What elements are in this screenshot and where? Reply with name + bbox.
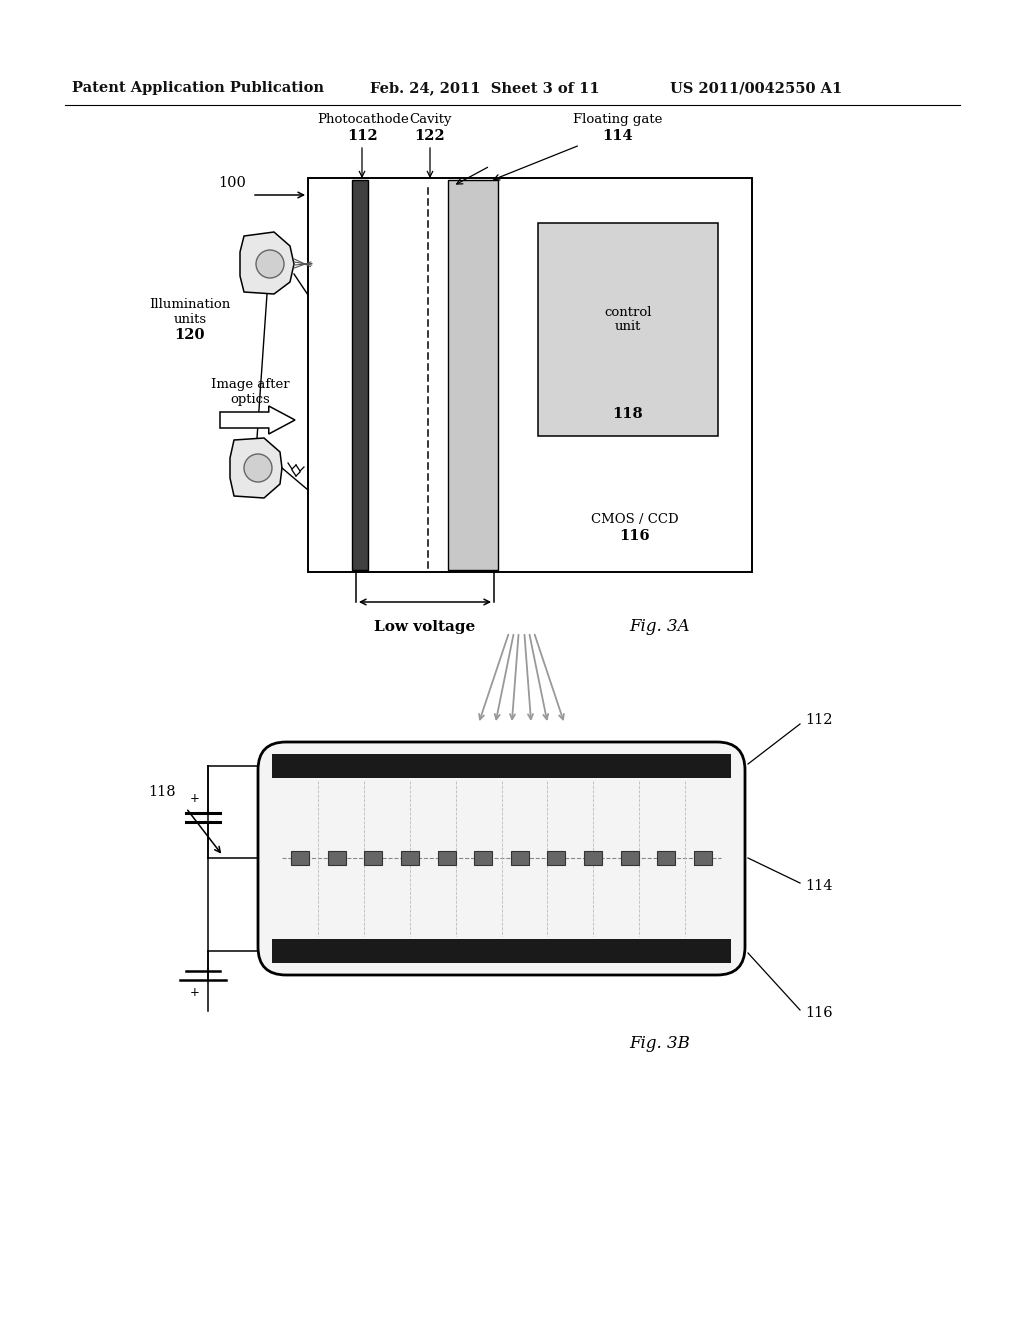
Text: Patent Application Publication: Patent Application Publication [72, 81, 324, 95]
Text: Image after
optics: Image after optics [211, 378, 290, 407]
Text: control
unit: control unit [604, 305, 651, 334]
Bar [291, 851, 309, 865]
Text: +: + [190, 986, 200, 999]
Text: 114: 114 [805, 879, 833, 894]
Text: 122: 122 [415, 129, 445, 143]
Text: CMOS / CCD: CMOS / CCD [591, 513, 679, 527]
Circle shape [244, 454, 272, 482]
Bar [657, 851, 675, 865]
FancyBboxPatch shape [258, 742, 745, 975]
Text: 112: 112 [805, 713, 833, 727]
Bar [511, 851, 528, 865]
Text: 100: 100 [218, 176, 246, 190]
Bar [621, 851, 639, 865]
Bar [272, 939, 731, 964]
Text: Photocathode: Photocathode [317, 114, 409, 125]
Polygon shape [220, 407, 295, 434]
Bar [548, 851, 565, 865]
Text: Cavity: Cavity [409, 114, 452, 125]
Polygon shape [240, 232, 294, 294]
Bar [272, 754, 731, 777]
Text: 120: 120 [175, 327, 205, 342]
Bar [437, 851, 456, 865]
Text: 116: 116 [805, 1006, 833, 1020]
Text: 118: 118 [148, 785, 176, 799]
Text: 114: 114 [603, 129, 633, 143]
Text: 118: 118 [612, 407, 643, 421]
Bar [538, 223, 718, 436]
Text: 116: 116 [620, 529, 650, 543]
Bar [584, 851, 602, 865]
Text: Illumination
units: Illumination units [150, 298, 230, 326]
Text: Fig. 3A: Fig. 3A [630, 618, 690, 635]
Text: Feb. 24, 2011  Sheet 3 of 11: Feb. 24, 2011 Sheet 3 of 11 [370, 81, 600, 95]
Text: +: + [190, 792, 200, 805]
Bar [328, 851, 346, 865]
Text: Fig. 3B: Fig. 3B [630, 1035, 690, 1052]
Bar [449, 180, 498, 570]
Text: Floating gate: Floating gate [573, 114, 663, 125]
Bar [401, 851, 419, 865]
Polygon shape [230, 438, 282, 498]
Text: 112: 112 [347, 129, 379, 143]
Bar [308, 178, 752, 572]
Bar [352, 180, 368, 570]
Text: US 2011/0042550 A1: US 2011/0042550 A1 [670, 81, 843, 95]
Bar [474, 851, 493, 865]
Bar [693, 851, 712, 865]
Text: Low voltage: Low voltage [375, 620, 475, 634]
Circle shape [256, 249, 284, 279]
Bar [365, 851, 382, 865]
